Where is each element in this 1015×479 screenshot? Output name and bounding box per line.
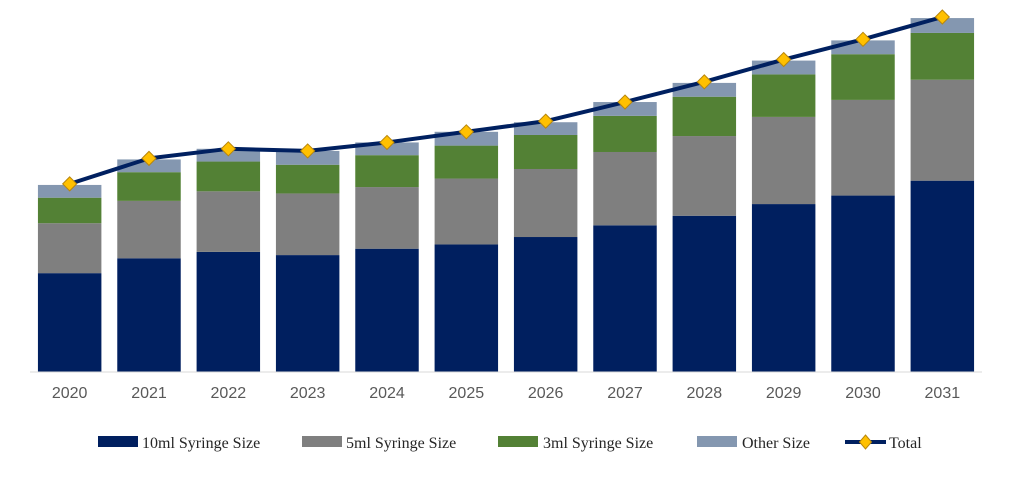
bar-segment-2028-series-3 — [672, 96, 737, 137]
bar-segment-2021-series-1 — [117, 258, 181, 372]
total-point-2025 — [458, 124, 475, 140]
legend-label-series-1: 10ml Syringe Size — [142, 435, 260, 452]
bar-segment-2031-series-3 — [910, 32, 975, 80]
x-tick-label-2031: 2031 — [925, 385, 961, 402]
bar-segment-2023-series-3 — [275, 164, 340, 194]
total-point-2021 — [141, 150, 157, 167]
bar-segment-2029-series-3 — [751, 74, 816, 117]
bar-segment-2029-series-1 — [751, 204, 816, 372]
x-tick-label-2030: 2030 — [845, 385, 881, 402]
legend-swatch-series-3 — [498, 436, 538, 447]
total-point-2030 — [855, 31, 871, 48]
legend-swatch-series-1 — [98, 436, 138, 447]
legend-swatch-series-2 — [302, 436, 342, 447]
x-tick-label-2025: 2025 — [449, 385, 485, 402]
x-tick-label-2024: 2024 — [369, 385, 405, 402]
bar-segment-2026-series-3 — [513, 134, 578, 169]
bar-segment-2021-series-3 — [117, 172, 181, 201]
bar-segment-2025-series-1 — [434, 244, 499, 372]
bar-segment-2023-series-2 — [275, 193, 340, 256]
bar-segment-2028-series-2 — [672, 136, 737, 216]
bar-segment-2022-series-2 — [196, 191, 261, 252]
bar-segment-2024-series-1 — [355, 248, 419, 372]
x-tick-label-2029: 2029 — [766, 385, 802, 402]
bar-segment-2026-series-1 — [513, 237, 578, 372]
bar-segment-2025-series-3 — [434, 145, 499, 179]
bar-segment-2022-series-3 — [196, 161, 261, 192]
total-point-2027 — [617, 94, 633, 110]
bar-segment-2025-series-2 — [434, 178, 499, 245]
x-tick-label-2023: 2023 — [290, 385, 326, 402]
bar-segment-2031-series-1 — [910, 180, 975, 372]
legend-swatch-series-4 — [697, 436, 737, 447]
total-line — [69, 15, 943, 186]
x-tick-label-2021: 2021 — [131, 385, 167, 402]
x-tick-label-2027: 2027 — [607, 385, 643, 402]
total-point-2031 — [934, 9, 951, 25]
legend: 10ml Syringe Size 5ml Syringe Size 3ml Syr… — [98, 434, 922, 452]
x-tick-label-2022: 2022 — [211, 385, 247, 402]
bar-segment-2026-series-2 — [513, 168, 578, 238]
legend-label-series-4: Other Size — [742, 435, 810, 452]
total-point-2024 — [379, 134, 395, 151]
total-point-2020 — [61, 176, 78, 192]
bar-segment-2029-series-2 — [751, 116, 816, 205]
x-tick-label-2020: 2020 — [52, 385, 88, 402]
bar-segment-2030-series-3 — [831, 54, 895, 100]
total-point-2026 — [537, 113, 554, 129]
legend-label-total: Total — [889, 435, 922, 452]
bar-segment-2027-series-1 — [593, 225, 657, 372]
bar-segment-2023-series-1 — [275, 255, 340, 372]
legend-label-series-3: 3ml Syringe Size — [543, 435, 653, 452]
bar-segment-2031-series-2 — [910, 79, 975, 181]
total-point-2028 — [696, 74, 713, 90]
bar-segment-2030-series-1 — [831, 195, 895, 372]
bar-segment-2020-series-1 — [37, 273, 102, 372]
bar-segment-2020-series-2 — [37, 223, 102, 274]
bar-segment-2020-series-3 — [37, 197, 102, 224]
bar-segment-2027-series-3 — [593, 115, 657, 152]
total-line-layer — [61, 9, 951, 192]
total-point-2029 — [775, 51, 792, 68]
bar-segment-2024-series-2 — [355, 187, 419, 249]
legend-swatch-total-marker — [858, 434, 873, 450]
x-tick-label-2026: 2026 — [528, 385, 564, 402]
bar-segment-2030-series-2 — [831, 99, 895, 196]
total-point-2023 — [299, 143, 316, 159]
bar-segment-2021-series-2 — [117, 200, 181, 259]
bar-segment-2024-series-3 — [355, 155, 419, 188]
x-tick-labels: 2020 2021 2022 2023 2024 2025 2026 2027 2028 2029… — [52, 385, 960, 402]
x-tick-label-2028: 2028 — [687, 385, 723, 402]
bars-layer — [37, 18, 975, 372]
legend-label-series-2: 5ml Syringe Size — [346, 435, 456, 452]
bar-segment-2027-series-2 — [593, 151, 657, 226]
bar-segment-2022-series-1 — [196, 251, 261, 372]
bar-segment-2028-series-1 — [672, 215, 737, 372]
total-point-2022 — [220, 141, 237, 157]
